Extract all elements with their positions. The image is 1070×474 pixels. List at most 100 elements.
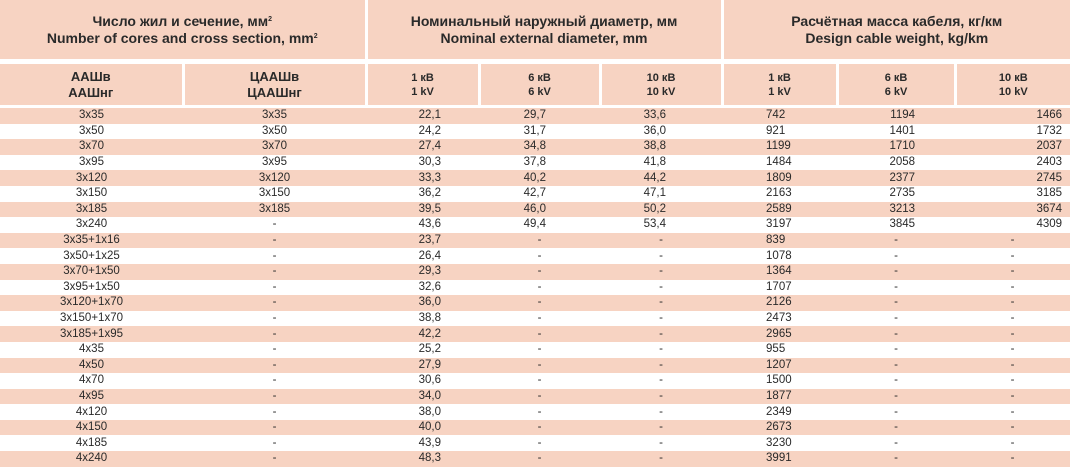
- cell-aashv-section: 3x50: [0, 123, 183, 140]
- cell-diameter-10kv: -: [600, 404, 723, 420]
- cell-diameter-10kv: -: [600, 451, 723, 467]
- cell-weight-1kv: 2349: [722, 404, 838, 420]
- cell-weight-10kv: 4309: [955, 217, 1070, 233]
- cell-diameter-10kv: 44,2: [600, 170, 723, 186]
- cell-tsaashv-section: -: [183, 341, 367, 358]
- cell-weight-6kv: 2058: [837, 154, 956, 171]
- table-row: 4x35-25,2- -955- -: [0, 341, 1070, 358]
- cell-weight-1kv: 2126: [722, 295, 838, 311]
- cell-diameter-6kv: -: [479, 248, 601, 264]
- header-external-diameter: Номинальный наружный диаметр, мм Nominal…: [366, 0, 724, 59]
- cell-diameter-6kv: -: [479, 232, 601, 249]
- cell-weight-10kv: -: [955, 451, 1070, 467]
- cell-weight-1kv: 1207: [722, 357, 838, 374]
- label-1kv-ru: 1 кВ: [768, 71, 791, 84]
- header-row-groups: Число жил и сечение, мм2 Number of cores…: [0, 0, 1070, 59]
- table-row: 3x185+1x95-42,2- -2965- -: [0, 326, 1070, 342]
- cell-weight-6kv: 1194: [837, 108, 956, 124]
- label-10kv-ru: 10 кВ: [646, 71, 676, 84]
- cell-diameter-6kv: -: [479, 357, 601, 374]
- cell-diameter-10kv: 50,2: [600, 201, 723, 218]
- table-row: 3x35 3x35 22,1 29,7 33,6 742 1194 1466: [0, 108, 1070, 124]
- cell-tsaashv-section: -: [183, 357, 367, 374]
- header-col-diameter-6kv: 6 кВ 6 kV: [479, 64, 602, 105]
- cell-diameter-6kv: 34,8: [479, 139, 601, 155]
- cell-diameter-1kv: 33,3: [366, 170, 480, 186]
- label-10kv-en: 10 kV: [998, 85, 1028, 98]
- cell-weight-10kv: 2037: [955, 139, 1070, 155]
- cell-weight-6kv: -: [837, 373, 956, 389]
- cell-diameter-6kv: 31,7: [479, 123, 601, 140]
- cell-tsaashv-section: -: [183, 404, 367, 420]
- cell-weight-1kv: 2589: [722, 201, 838, 218]
- cell-diameter-6kv: 46,0: [479, 201, 601, 218]
- header-col-diameter-1kv: 1 кВ 1 kV: [366, 64, 481, 105]
- cell-weight-6kv: -: [837, 310, 956, 327]
- table-row: 4x185-43,9- -3230- -: [0, 435, 1070, 452]
- header-col-tsaashv: ЦААШв ЦААШнг: [183, 64, 368, 105]
- cell-tsaashv-section: -: [183, 248, 367, 264]
- table-row: 4x95-34,0- -1877- -: [0, 388, 1070, 405]
- cell-weight-1kv: 2163: [722, 185, 838, 202]
- cell-weight-6kv: -: [837, 248, 956, 264]
- cell-tsaashv-section: 3x185: [183, 201, 367, 218]
- cell-weight-1kv: 3230: [722, 435, 838, 452]
- cell-weight-1kv: 1707: [722, 279, 838, 296]
- cell-tsaashv-section: -: [183, 232, 367, 249]
- cell-diameter-1kv: 38,8: [366, 310, 480, 327]
- cell-weight-1kv: 1364: [722, 263, 838, 280]
- header-col-weight-6kv: 6 кВ 6 kV: [837, 64, 957, 105]
- table-row: 3x95+1x50-32,6- -1707- -: [0, 279, 1070, 296]
- cell-diameter-10kv: -: [600, 341, 723, 358]
- cell-tsaashv-section: -: [183, 435, 367, 452]
- cell-diameter-6kv: 40,2: [479, 170, 601, 186]
- cell-diameter-1kv: 25,2: [366, 341, 480, 358]
- cell-tsaashv-section: -: [183, 217, 367, 233]
- cell-diameter-1kv: 26,4: [366, 248, 480, 264]
- header-col-aashv-label-b: ААШнг: [68, 84, 114, 100]
- cell-diameter-10kv: -: [600, 310, 723, 327]
- cell-tsaashv-section: -: [183, 451, 367, 467]
- table-row: 3x150+1x70-38,8- -2473- -: [0, 310, 1070, 327]
- cell-weight-1kv: 839: [722, 232, 838, 249]
- cell-tsaashv-section: -: [183, 388, 367, 405]
- cell-aashv-section: 4x185: [0, 435, 183, 452]
- table-row: 4x50-27,9- -1207- -: [0, 357, 1070, 374]
- cell-diameter-6kv: -: [479, 419, 601, 436]
- table-row: 3x240-43,6 49,4 53,4 3197 3845 4309: [0, 217, 1070, 233]
- cell-weight-10kv: 3674: [955, 201, 1070, 218]
- cell-weight-10kv: 2745: [955, 170, 1070, 186]
- cell-diameter-6kv: -: [479, 373, 601, 389]
- cell-aashv-section: 3x120: [0, 170, 183, 186]
- cell-aashv-section: 4x150: [0, 419, 183, 436]
- label-6kv-en: 6 kV: [884, 85, 908, 98]
- label-10kv-ru: 10 кВ: [998, 71, 1028, 84]
- cell-diameter-10kv: 53,4: [600, 217, 723, 233]
- cell-weight-6kv: 2735: [837, 185, 956, 202]
- cell-weight-6kv: -: [837, 341, 956, 358]
- cell-diameter-6kv: -: [479, 326, 601, 342]
- cell-aashv-section: 3x35+1x16: [0, 232, 183, 249]
- cell-diameter-1kv: 24,2: [366, 123, 480, 140]
- cell-weight-10kv: -: [955, 248, 1070, 264]
- cell-weight-6kv: -: [837, 404, 956, 420]
- cell-diameter-6kv: -: [479, 435, 601, 452]
- table-row: 3x185 3x185 39,5 46,0 50,2 2589 3213 3674: [0, 201, 1070, 218]
- label-10kv-en: 10 kV: [646, 85, 676, 98]
- cell-weight-10kv: -: [955, 435, 1070, 452]
- cell-diameter-10kv: -: [600, 435, 723, 452]
- cell-diameter-1kv: 23,7: [366, 232, 480, 249]
- cell-tsaashv-section: -: [183, 373, 367, 389]
- cell-tsaashv-section: -: [183, 263, 367, 280]
- cell-weight-10kv: -: [955, 310, 1070, 327]
- cell-tsaashv-section: -: [183, 310, 367, 327]
- cell-diameter-1kv: 32,6: [366, 279, 480, 296]
- header-col-aashv: ААШв ААШнг: [0, 64, 185, 105]
- cell-weight-1kv: 955: [722, 341, 838, 358]
- cell-diameter-1kv: 22,1: [366, 108, 480, 124]
- cell-diameter-6kv: -: [479, 404, 601, 420]
- table-row: 4x150-40,0- -2673- -: [0, 419, 1070, 436]
- cell-diameter-10kv: -: [600, 357, 723, 374]
